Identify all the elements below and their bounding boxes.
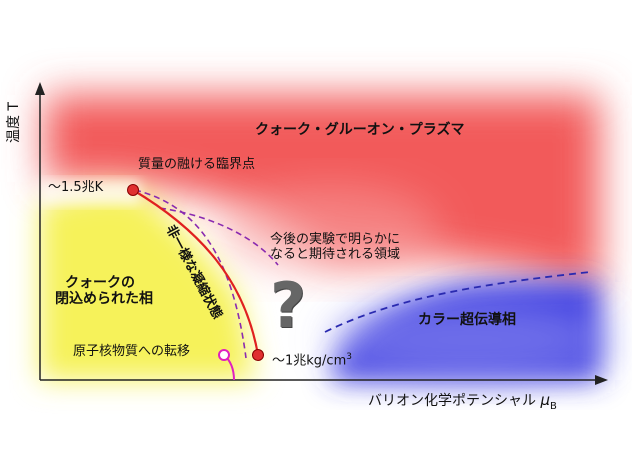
color-sc-boundary (324, 271, 591, 333)
unknown-region-label: 今後の実験で明らかに なると期待される領域 (270, 232, 401, 263)
white-left-patch (40, 180, 140, 205)
density-value-label: 〜1兆kg/cm3 (272, 352, 352, 369)
critical-point-label: 質量の融ける臨界点 (138, 157, 256, 172)
y-axis-arrowhead (35, 82, 45, 95)
nuclear-transition-label: 原子核物質への転移 (73, 344, 191, 359)
critical-point-marker (127, 184, 139, 196)
nuclear-transition-point (218, 349, 230, 361)
temperature-value-label: 〜1.5兆K (48, 180, 104, 195)
x-axis-arrowhead (595, 375, 608, 385)
qgp-label: クォーク・グルーオン・プラズマ (255, 122, 465, 138)
confined-label-line-2: 閉込められた相 (55, 291, 153, 308)
unknown-region-line-1: 今後の実験で明らかに (270, 232, 401, 247)
qgp-fade (220, 185, 440, 275)
question-mark: ? (270, 269, 306, 342)
x-axis-symbol-sub: B (550, 400, 557, 412)
confined-label: クォークの 閉込められた相 (55, 275, 153, 307)
density-point-marker (252, 349, 264, 361)
color-sc-label: カラー超伝導相 (418, 312, 516, 328)
first-order-transition-line (132, 189, 260, 356)
confined-label-line-1: クォークの (65, 275, 135, 291)
y-axis-label: 温度 T (5, 102, 22, 144)
inhomogeneous-boundary-inner (159, 207, 279, 266)
density-value-text: 〜1兆kg/cm (272, 353, 347, 369)
x-axis-label: バリオン化学ポテンシャル μB (368, 391, 557, 412)
x-axis-label-text: バリオン化学ポテンシャル (368, 393, 536, 409)
density-value-sup: 3 (346, 352, 352, 362)
inhomogeneous-boundary-outer (134, 189, 247, 359)
confined-region (40, 190, 255, 380)
color-sc-fade (330, 300, 610, 380)
x-axis-symbol: μ (540, 391, 550, 409)
unknown-region-line-2: なると期待される領域 (270, 246, 401, 262)
